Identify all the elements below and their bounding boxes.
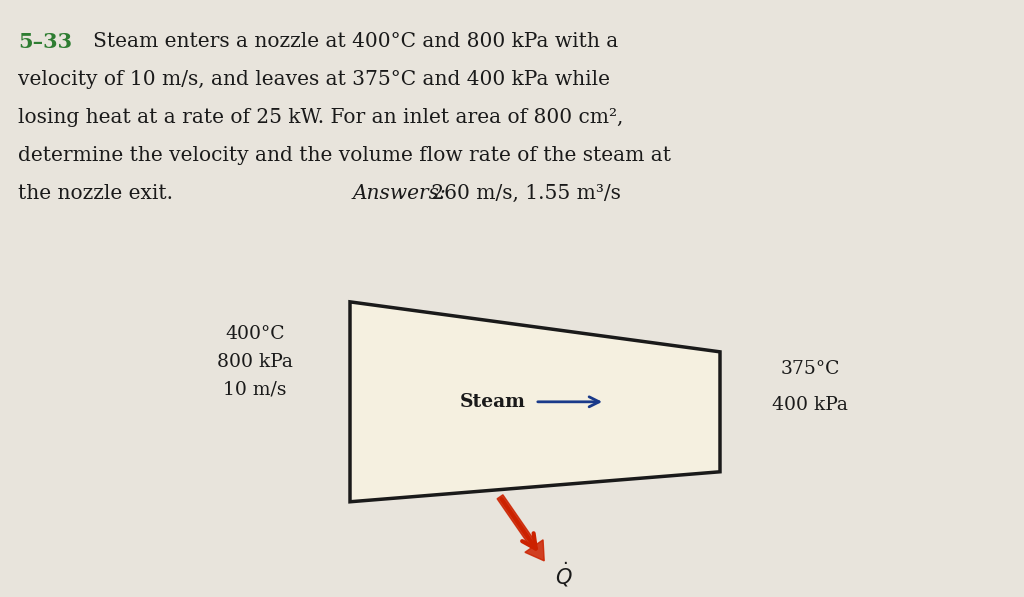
Text: Steam enters a nozzle at 400°C and 800 kPa with a: Steam enters a nozzle at 400°C and 800 k… [93, 32, 618, 51]
Text: the nozzle exit.: the nozzle exit. [18, 184, 173, 203]
Text: 400 kPa: 400 kPa [772, 396, 848, 414]
Text: 260 m/s, 1.55 m³/s: 260 m/s, 1.55 m³/s [425, 184, 621, 203]
Text: 375°C: 375°C [780, 360, 840, 378]
FancyArrow shape [497, 495, 544, 561]
Text: 10 m/s: 10 m/s [223, 381, 287, 399]
Text: determine the velocity and the volume flow rate of the steam at: determine the velocity and the volume fl… [18, 146, 671, 165]
Polygon shape [350, 302, 720, 501]
Text: Answers:: Answers: [353, 184, 446, 203]
Text: losing heat at a rate of 25 kW. For an inlet area of 800 cm²,: losing heat at a rate of 25 kW. For an i… [18, 108, 624, 127]
Text: velocity of 10 m/s, and leaves at 375°C and 400 kPa while: velocity of 10 m/s, and leaves at 375°C … [18, 70, 610, 89]
Text: Steam: Steam [460, 393, 526, 411]
Text: 400°C: 400°C [225, 325, 285, 343]
Text: 5–33: 5–33 [18, 32, 72, 52]
Text: 800 kPa: 800 kPa [217, 353, 293, 371]
Text: $\dot{Q}$: $\dot{Q}$ [555, 560, 572, 589]
